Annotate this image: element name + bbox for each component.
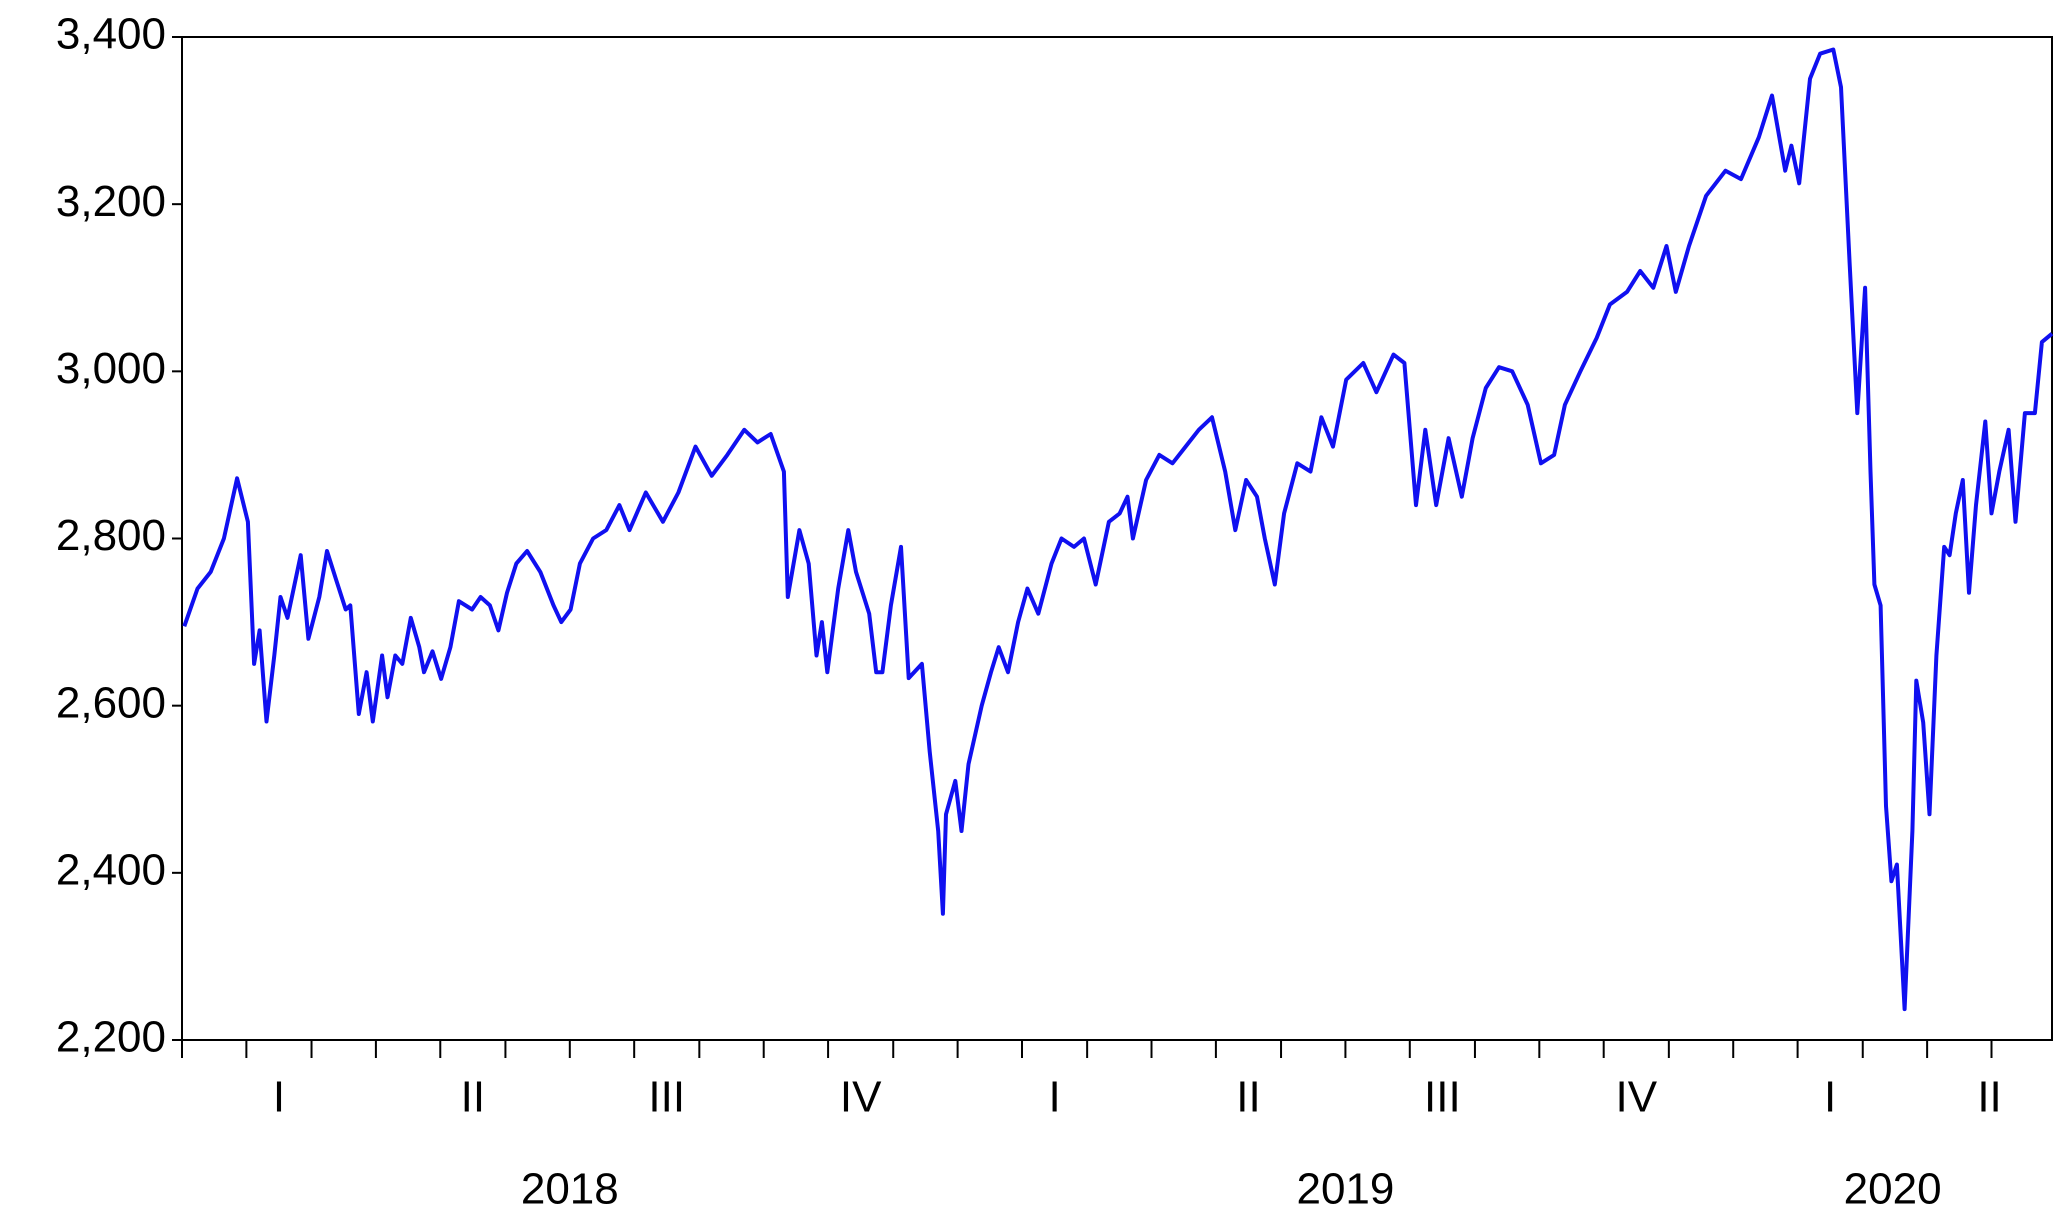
x-tick-label: I	[1048, 1073, 1060, 1122]
x-tick-label: II	[1977, 1073, 2001, 1122]
year-label: 2020	[1844, 1165, 1942, 1214]
y-tick-label: 2,800	[56, 511, 166, 560]
x-tick-label: II	[1236, 1073, 1260, 1122]
y-tick-label: 2,200	[56, 1013, 166, 1062]
x-tick-label: III	[648, 1073, 685, 1122]
year-label: 2019	[1296, 1165, 1394, 1214]
x-tick-label: I	[273, 1073, 285, 1122]
price-line	[182, 47, 2054, 1012]
y-tick-label: 3,200	[56, 177, 166, 226]
x-tick-label: I	[1824, 1073, 1836, 1122]
x-tick-label: III	[1424, 1073, 1461, 1122]
y-tick-label: 3,000	[56, 344, 166, 393]
y-tick-label: 2,400	[56, 845, 166, 894]
x-tick-label: II	[461, 1073, 485, 1122]
x-tick-label: IV	[1615, 1073, 1657, 1122]
plot-frame	[181, 36, 2053, 1041]
year-label: 2018	[521, 1165, 619, 1214]
y-tick-label: 2,600	[56, 678, 166, 727]
y-tick-label: 3,400	[56, 10, 166, 59]
x-tick-label: IV	[840, 1073, 882, 1122]
